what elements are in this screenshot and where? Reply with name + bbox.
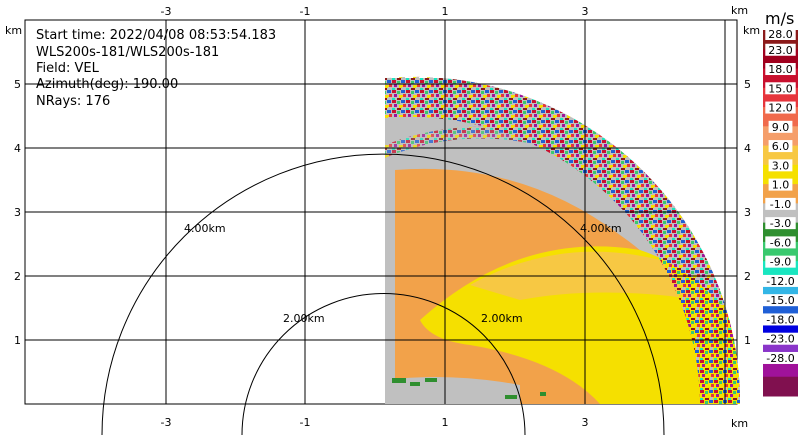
colorbar-label: -1.0 xyxy=(770,198,791,211)
colorbar-label-bg xyxy=(765,101,796,114)
colorbar-label-bg xyxy=(768,120,793,133)
x-tick-top: 1 xyxy=(442,5,449,18)
info-nrays: NRays: 176 xyxy=(36,94,110,109)
colorbar-label: 23.0 xyxy=(768,44,793,57)
colorbar-label: 9.0 xyxy=(772,121,790,134)
axis-unit-top-right: km xyxy=(731,4,748,17)
colorbar-label: -12.0 xyxy=(766,275,794,288)
colorbar-label: -3.0 xyxy=(770,217,791,230)
x-tick-bottom: -1 xyxy=(300,416,311,429)
y-tick-left: 1 xyxy=(14,334,21,347)
colorbar-label-bg xyxy=(765,28,796,40)
y-tick-right: 2 xyxy=(744,270,751,283)
colorbar-label: 28.0 xyxy=(768,28,793,41)
x-tick-top: -3 xyxy=(161,5,172,18)
colorbar-label-bg xyxy=(765,43,796,56)
range-ring-label-2km: 2.00km xyxy=(283,312,325,325)
info-panel: Start time: 2022/04/08 08:53:54.183 WLS2… xyxy=(36,28,276,109)
colorbar-label-bg xyxy=(765,255,796,268)
colorbar-label-bg xyxy=(765,236,796,249)
x-tick-bottom: 3 xyxy=(582,416,589,429)
range-ring-label-4km-right: 4.00km xyxy=(580,222,622,235)
colorbar-label: -15.0 xyxy=(766,294,794,307)
y-tick-left: 3 xyxy=(14,206,21,219)
colorbar-label: -23.0 xyxy=(766,333,794,346)
x-tick-bottom: 1 xyxy=(442,416,449,429)
info-azimuth: Azimuth(deg): 190.00 xyxy=(36,77,178,92)
y-tick-right: 4 xyxy=(744,142,751,155)
colorbar-swatch xyxy=(763,376,798,397)
axis-unit-right: km xyxy=(743,24,760,37)
range-rings xyxy=(101,153,665,435)
colorbar-label-bg xyxy=(762,351,799,364)
range-ring-label-4km: 4.00km xyxy=(184,222,226,235)
grid xyxy=(25,20,737,404)
info-start-time: Start time: 2022/04/08 08:53:54.183 xyxy=(36,28,276,43)
colorbar-label-bg xyxy=(762,332,799,345)
y-tick-right: 3 xyxy=(744,206,751,219)
colorbar-label: -18.0 xyxy=(766,313,794,326)
range-ring-label-2km-right: 2.00km xyxy=(481,312,523,325)
info-field: Field: VEL xyxy=(36,61,100,76)
x-tick-bottom: -3 xyxy=(161,416,172,429)
ground-clutter xyxy=(392,378,546,399)
colorbar-label: 18.0 xyxy=(768,63,793,76)
x-tick-top: 3 xyxy=(582,5,589,18)
y-tick-left: 5 xyxy=(14,78,21,91)
y-tick-left: 2 xyxy=(14,270,21,283)
colorbar-label: 12.0 xyxy=(768,102,793,115)
colorbar-unit: m/s xyxy=(765,9,794,28)
info-site: WLS200s-181/WLS200s-181 xyxy=(36,45,219,60)
axis-unit-top-left: km xyxy=(5,24,22,37)
colorbar-label: 3.0 xyxy=(772,159,790,172)
colorbar-label: 1.0 xyxy=(772,179,790,192)
colorbar-label-bg xyxy=(765,63,796,76)
colorbar-label: -9.0 xyxy=(770,256,791,269)
colorbar-label-bg xyxy=(768,140,793,153)
colorbar-label: -6.0 xyxy=(770,236,791,249)
axis-unit-bottom-right: km xyxy=(731,417,748,430)
colorbar-label-bg xyxy=(762,274,799,287)
y-tick-right: 1 xyxy=(744,334,751,347)
colorbar-label: -28.0 xyxy=(766,352,794,365)
y-tick-left: 4 xyxy=(14,142,21,155)
colorbar-label-bg xyxy=(768,178,793,191)
colorbar-label-bg xyxy=(765,82,796,95)
velocity-sector xyxy=(385,76,741,404)
colorbar: 28.0 23.0 18.0 15.0 12.0 9.0 6.0 3.0 1.0 -1.0 -3.0… xyxy=(762,28,799,397)
colorbar-label: 15.0 xyxy=(768,82,793,95)
x-tick-top: -1 xyxy=(300,5,311,18)
colorbar-label: 6.0 xyxy=(772,140,790,153)
colorbar-label-bg xyxy=(765,217,796,230)
y-tick-right: 5 xyxy=(744,78,751,91)
colorbar-label-bg xyxy=(765,197,796,210)
colorbar-label-bg xyxy=(762,294,799,307)
colorbar-label-bg xyxy=(768,159,793,172)
colorbar-label-bg xyxy=(762,313,799,326)
